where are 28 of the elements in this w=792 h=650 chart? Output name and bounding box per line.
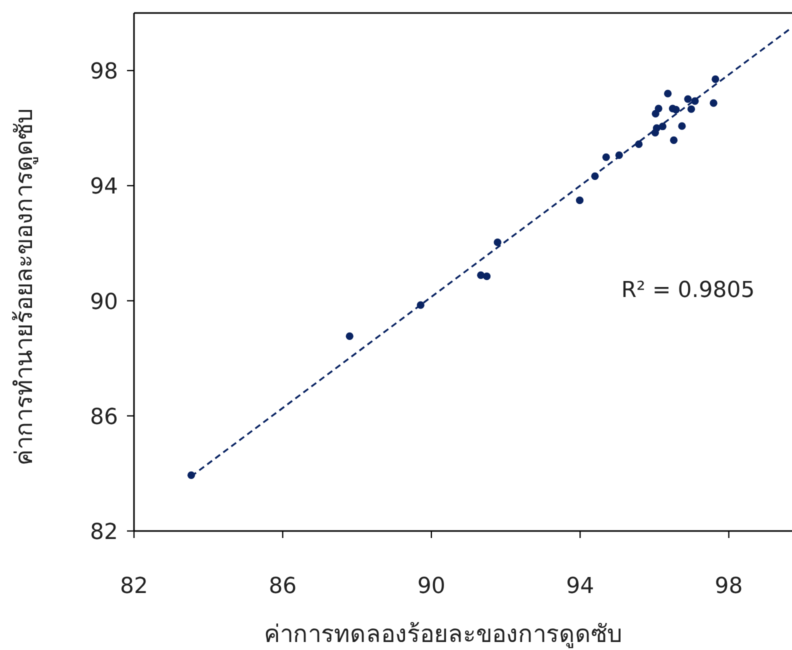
point [670,136,678,144]
y-tick-label: 86 [90,404,118,430]
point [664,90,672,98]
x-tick-label: 90 [417,574,446,599]
point [482,272,491,280]
point [494,238,502,246]
y-tick-label: 82 [90,520,118,545]
x-tick-label: 94 [566,574,594,599]
point [710,99,718,107]
point [712,75,720,83]
x-axis-title: ค่าการทดลองร้อยละของการดูดซับ [264,620,622,649]
point [602,153,610,161]
point [346,332,354,340]
x-tick-label: 82 [120,574,148,599]
x-tick-label: 98 [714,574,743,599]
point [672,106,680,114]
point [654,104,662,112]
y-tick-label: 94 [90,174,118,200]
y-axis-title: ค่าการทำนายร้อยละของการดูดซับ [10,108,39,466]
point [684,95,692,103]
point [576,196,584,204]
annotation: R² = 0.9805 [621,278,755,303]
point [687,105,696,113]
point [658,122,666,130]
y-tick-label: 98 [90,60,118,85]
y-tick-label: 90 [90,290,118,315]
x-tick-label: 86 [268,574,297,599]
point [678,122,686,130]
